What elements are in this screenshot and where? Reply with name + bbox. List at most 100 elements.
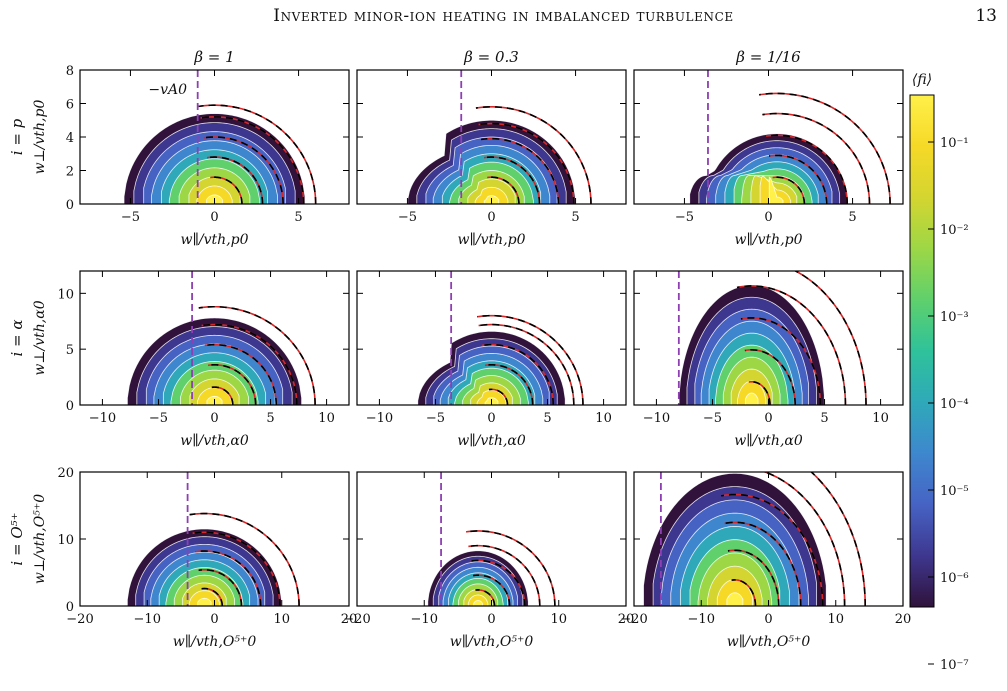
x-tick-label: −5 — [675, 210, 694, 225]
red-dashed-contour — [201, 323, 298, 405]
x-axis-label: w∥/vth,p0 — [457, 232, 525, 248]
black-dashed-contour — [488, 388, 509, 405]
y-tick-label: 4 — [66, 131, 74, 146]
panels-layer — [79, 69, 904, 607]
contour-level — [197, 597, 212, 606]
x-tick-label: 0 — [487, 612, 495, 627]
black-dashed-contour — [473, 574, 511, 606]
x-tick-label: 5 — [294, 210, 302, 225]
y-tick-label: 5 — [66, 343, 74, 358]
distribution — [407, 106, 592, 204]
x-tick-label: 5 — [543, 411, 551, 426]
colorbar-tick-label: 10⁻⁷ — [940, 658, 969, 673]
y-tick-label: 0 — [66, 198, 74, 213]
x-tick-label: −10 — [643, 411, 670, 426]
x-tick-label: 0 — [487, 210, 495, 225]
x-tick-label: 10 — [273, 612, 290, 627]
y-axis-label: w⊥/vth,α0 — [32, 300, 48, 375]
black-dashed-contour — [481, 343, 555, 405]
x-tick-label: −10 — [411, 612, 438, 627]
black-dashed-contour — [198, 104, 317, 204]
y-tick-label: 8 — [66, 64, 74, 79]
black-dashed-contour — [762, 112, 871, 204]
black-dashed-contour — [477, 314, 584, 405]
page-number: 13 — [975, 6, 997, 26]
panel-1-2 — [633, 270, 904, 406]
column-title: β = 0.3 — [463, 48, 519, 66]
black-dashed-contour — [480, 137, 560, 204]
panel-2-1 — [356, 471, 627, 607]
black-dashed-contour — [748, 380, 771, 405]
x-tick-label: −5 — [426, 411, 445, 426]
red-dashed-contour — [478, 323, 575, 405]
distribution — [126, 305, 316, 405]
neg-va0-annotation: −vA0 — [148, 82, 187, 98]
contour-level — [768, 176, 784, 204]
distribution — [123, 104, 317, 204]
row-label: i = O⁵⁺ — [8, 512, 26, 565]
y-axis-label: w⊥/vth,p0 — [32, 100, 48, 175]
black-dashed-contour — [203, 136, 284, 204]
x-tick-label: 10 — [595, 411, 612, 426]
black-dashed-contour — [200, 116, 305, 204]
x-axis-label: w∥/vth,α0 — [734, 433, 803, 449]
x-tick-label: −20 — [620, 612, 647, 627]
x-axis-label: w∥/vth,α0 — [180, 433, 249, 449]
x-tick-label: 20 — [341, 612, 358, 627]
red-dashed-contour — [478, 122, 575, 204]
black-dashed-contour — [195, 550, 262, 606]
x-tick-label: 0 — [210, 411, 218, 426]
black-dashed-contour — [720, 493, 824, 606]
x-tick-label: 10 — [827, 612, 844, 627]
colorbar: ⟨fi⟩ 10⁻¹ 10⁻² 10⁻³ 10⁻⁴ 10⁻⁵ 10⁻⁶ 10⁻⁷ — [909, 72, 969, 673]
colorbar-tick-label: 10⁻⁵ — [940, 484, 969, 499]
x-tick-label: −10 — [366, 411, 393, 426]
x-tick-label: −5 — [703, 411, 722, 426]
black-dashed-contour — [204, 343, 278, 405]
colorbar-tick-label: 10⁻¹ — [940, 136, 969, 151]
x-tick-label: 20 — [618, 612, 635, 627]
x-tick-label: −5 — [121, 210, 140, 225]
panel-1-0 — [79, 270, 350, 406]
x-tick-label: 20 — [895, 612, 912, 627]
distribution — [678, 271, 867, 405]
contour-level — [726, 592, 744, 606]
distribution — [126, 512, 300, 606]
x-axis-label: w∥/vth,O⁵⁺0 — [727, 634, 811, 650]
black-dashed-contour — [206, 156, 264, 204]
distribution — [689, 92, 891, 204]
panel-1-1 — [356, 270, 627, 406]
colorbar-tick-label: 10⁻² — [940, 223, 969, 238]
x-tick-label: 0 — [764, 411, 772, 426]
black-dashed-contour — [762, 472, 846, 606]
x-tick-label: 0 — [764, 612, 772, 627]
y-tick-label: 0 — [66, 399, 74, 414]
black-dashed-contour — [210, 176, 243, 204]
x-tick-label: 10 — [872, 411, 889, 426]
x-axis-label: w∥/vth,α0 — [457, 433, 526, 449]
colorbar-tick-label: 10⁻⁶ — [940, 571, 969, 586]
colorbar-tick-label: 10⁻³ — [940, 310, 969, 325]
distribution — [427, 530, 556, 606]
x-tick-label: −10 — [134, 612, 161, 627]
black-dashed-contour — [487, 176, 520, 204]
y-tick-label: 20 — [57, 466, 74, 481]
x-tick-label: −5 — [398, 210, 417, 225]
x-tick-label: 0 — [487, 411, 495, 426]
black-dashed-contour — [483, 156, 541, 204]
y-tick-label: 0 — [66, 600, 74, 615]
panel-0-1 — [356, 69, 627, 205]
black-dashed-contour — [192, 531, 281, 606]
x-axis-label: w∥/vth,p0 — [734, 232, 802, 248]
panel-0-2 — [633, 69, 904, 205]
distribution — [643, 472, 867, 606]
black-dashed-contour — [475, 106, 592, 204]
x-tick-label: 10 — [550, 612, 567, 627]
y-tick-label: 6 — [66, 98, 74, 113]
column-title: β = 1 — [193, 48, 234, 66]
page-header-title: Inverted minor-ion heating in imbalanced… — [273, 6, 734, 26]
row-label: i = α — [8, 319, 26, 356]
black-dashed-contour — [475, 589, 496, 606]
panel-2-2 — [633, 471, 904, 607]
